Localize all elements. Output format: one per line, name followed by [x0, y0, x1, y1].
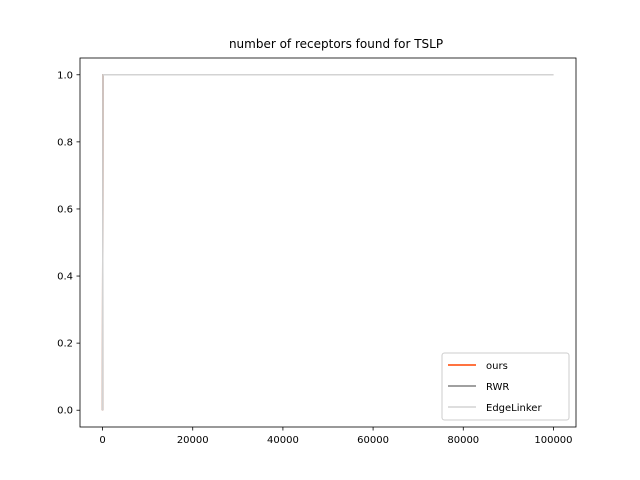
- y-tick-label: 0.6: [57, 204, 73, 215]
- legend: ours RWR EdgeLinker: [441, 352, 570, 421]
- legend-label-edgelinker: EdgeLinker: [486, 403, 542, 414]
- x-tick-label: 40000: [267, 435, 299, 446]
- legend-label-ours: ours: [486, 361, 508, 372]
- y-tick-label: 0.4: [57, 272, 73, 283]
- x-tick-label: 100000: [534, 435, 572, 446]
- x-tick-label: 80000: [447, 435, 479, 446]
- chart-title: number of receptors found for TSLP: [229, 37, 443, 51]
- series-line-edgelinker: [101, 74, 554, 411]
- x-tick-label: 20000: [177, 435, 209, 446]
- series-layer: [101, 74, 554, 411]
- x-tick-label: 0: [99, 435, 105, 446]
- axes-layer: 0 20000 40000 60000 80000 100000 0.0 0.2 0.4 0.6 0…: [57, 57, 577, 446]
- x-tick-label: 60000: [357, 435, 389, 446]
- axes-frame: [79, 57, 577, 428]
- y-tick-label: 0.2: [57, 339, 73, 350]
- y-tick-label: 0.0: [57, 406, 73, 417]
- legend-box: [441, 352, 570, 421]
- legend-label-rwr: RWR: [486, 382, 509, 393]
- y-tick-label: 0.8: [57, 137, 73, 148]
- y-tick-label: 1.0: [57, 70, 73, 81]
